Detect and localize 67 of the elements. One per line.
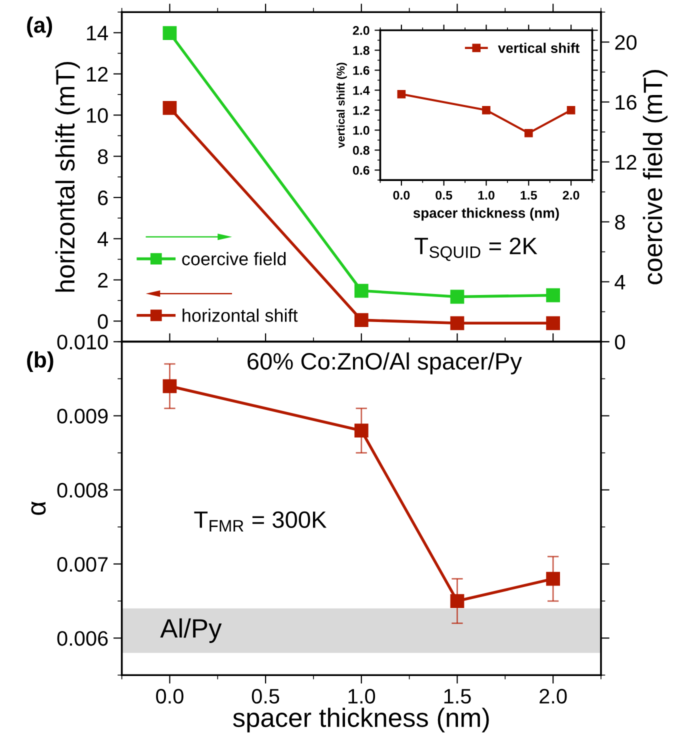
point [566,106,576,114]
annotation: T$_{FMR}$ = 300K [194,511,327,532]
point [354,424,368,438]
band-label: Al/Py [160,618,222,643]
point [482,106,490,114]
y-tick-label: 1.4 [353,86,370,95]
y-tick-label: 2 [98,272,108,288]
y-tick-label: 0.008 [57,482,108,498]
point [450,290,464,304]
y-tick-label: 6 [98,190,108,206]
legend-label: coercive field [182,252,286,266]
point [354,313,368,328]
y-tick-label: 1.2 [353,106,370,115]
y-tick-label: 8 [98,149,108,164]
y-axis-title: vertical shift (%) [336,62,347,148]
point [162,379,177,394]
point [450,594,464,608]
x-tick-label: 2.0 [540,688,567,704]
y-tick-label: 10 [87,108,108,123]
y-axis-title: α [31,502,46,515]
y-tick-label: 1.0 [353,126,370,135]
x-tick-label: 1.5 [520,190,537,200]
x-tick-label: 2.0 [562,190,580,200]
y-tick-label: 0.8 [352,146,370,155]
y-tick-label: 12 [87,66,108,82]
point [397,90,406,98]
point [162,100,177,115]
y2-tick-label: 16 [616,94,636,110]
y-tick-label: 2.0 [352,26,370,35]
y-tick-label: 0 [98,314,108,329]
x-tick-label: 0.5 [436,190,452,200]
y-tick-label: 1.6 [353,66,370,75]
point [450,316,464,330]
x-tick-label: 0.0 [156,688,184,704]
y2-tick-label: 4 [614,274,626,290]
x-axis-title: spacer thickness (nm) [233,708,489,732]
text: (b) [27,351,54,372]
y2-tick-label: 8 [615,214,625,230]
point [546,572,560,586]
x-tick-label: 0.5 [252,688,280,704]
point [546,288,560,302]
y-tick-label: 0.010 [57,334,108,350]
legend-label: horizontal shift [182,308,298,322]
point [354,284,368,298]
x-axis-title: spacer thickness (nm) [413,208,559,221]
y2-tick-label: 12 [616,154,636,170]
annotation: T$_{SQUID}$ = 2K [414,238,538,261]
y-tick-label: 14 [87,26,108,40]
x-tick-label: 0.0 [393,190,410,200]
y-tick-label: 0.006 [57,631,108,646]
y-axis-title: horizontal shift (mT) [55,62,80,292]
x-tick-label: 1.5 [444,689,471,704]
y2-tick-label: 0 [614,334,625,350]
point [524,128,533,138]
point [546,316,560,330]
y-tick-label: 0.6 [352,166,370,175]
point [162,26,177,40]
y2-tick-label: 20 [615,35,637,50]
y-tick-label: 4 [98,232,108,246]
y2-axis-title: coercive field (mT) [642,70,668,284]
x-tick-label: 1.0 [478,190,494,200]
y-tick-label: 0.009 [57,408,108,424]
text: (a) [27,16,52,38]
legend-label: vertical shift [498,42,580,53]
y-tick-label: 0.007 [57,556,108,572]
annotation: 60% Co:ZnO/Al spacer/Py [248,352,522,374]
y-tick-label: 1.8 [353,46,370,55]
